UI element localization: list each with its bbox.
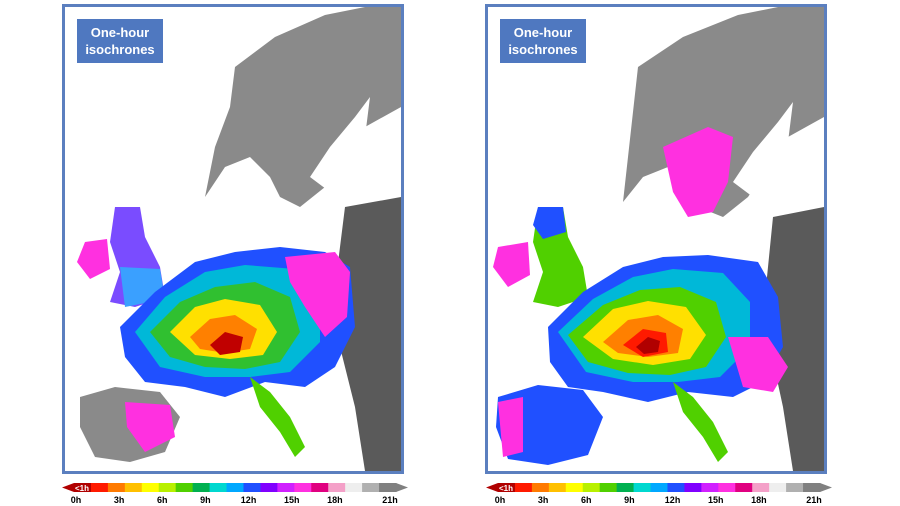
scandinavia-magenta <box>663 127 733 217</box>
legend-swatch <box>735 483 753 492</box>
isochrone-map-left <box>77 7 401 471</box>
legend-swatch <box>226 483 244 492</box>
legend-tick-label: 0h <box>494 495 506 505</box>
legend-swatch <box>328 483 346 492</box>
legend-left-arrow <box>486 483 498 492</box>
legend-swatch <box>345 483 363 492</box>
iberia-west <box>498 397 523 457</box>
legend-tick-label: 21h <box>806 495 822 505</box>
legend-swatch <box>633 483 652 492</box>
map-panel-right: One-hour isochrones <box>485 4 827 474</box>
legend-swatch <box>684 483 702 492</box>
legend-left-arrow <box>62 483 74 492</box>
legend-tick-label: 15h <box>283 495 300 505</box>
legend-swatch <box>311 483 329 492</box>
eastern-magenta <box>285 252 350 337</box>
legend-swatch <box>192 483 211 492</box>
baltic-sea <box>310 97 370 192</box>
legend-tick-label: 6h <box>581 495 592 505</box>
legend-swatch <box>752 483 770 492</box>
legend-swatch <box>379 483 397 492</box>
legend-swatch <box>548 483 567 492</box>
legend-first-label: <1h <box>499 484 514 493</box>
title-line1: One-hour <box>513 25 573 40</box>
legend-swatch <box>175 483 194 492</box>
legend-swatch <box>362 483 380 492</box>
legend-tick-label: 18h <box>751 495 767 505</box>
eastern-region <box>335 197 401 471</box>
legend-tick-label: 0h <box>70 495 82 505</box>
eastern-magenta <box>728 337 788 392</box>
legend-swatch <box>667 483 685 492</box>
legend-swatch <box>90 483 109 492</box>
continent-center <box>210 332 243 355</box>
italy <box>250 377 305 457</box>
legend-tick-label: 12h <box>240 495 257 505</box>
legend-tick-label: 15h <box>707 495 724 505</box>
scandinavia-region <box>205 7 401 207</box>
legend-swatch <box>498 483 516 492</box>
ireland <box>493 242 530 287</box>
legend-swatch <box>769 483 787 492</box>
title-line1: One-hour <box>90 25 150 40</box>
legend-tick-label: 3h <box>537 495 549 505</box>
legend-swatch <box>209 483 228 492</box>
legend-swatch <box>582 483 601 492</box>
iberia-east <box>125 402 175 452</box>
legend-swatch <box>243 483 261 492</box>
legend-swatch <box>141 483 160 492</box>
map-title-right: One-hour isochrones <box>500 19 586 63</box>
legend-bar <box>62 483 408 492</box>
legend-swatch <box>158 483 177 492</box>
legend-swatch <box>531 483 550 492</box>
ireland <box>77 239 110 279</box>
legend-swatch <box>124 483 143 492</box>
map-title-left: One-hour isochrones <box>77 19 163 63</box>
legend-tick-label: 18h <box>327 495 343 505</box>
legend-right-arrow <box>396 483 408 492</box>
legend-swatch <box>277 483 295 492</box>
legend-tick-label: 9h <box>624 495 635 505</box>
color-legend-right: <1h 0h 3h 6h 9h 12h 15h 18h 21h <box>484 481 834 506</box>
legend-swatch <box>599 483 618 492</box>
legend-swatch <box>514 483 533 492</box>
legend-swatch <box>786 483 804 492</box>
legend-tick-label: 6h <box>157 495 168 505</box>
title-line2: isochrones <box>85 42 155 57</box>
britain-north <box>533 207 566 239</box>
title-line2: isochrones <box>508 42 578 57</box>
legend-swatch <box>650 483 668 492</box>
legend-swatch <box>701 483 719 492</box>
legend-bar <box>486 483 832 492</box>
continent-center <box>636 337 660 354</box>
legend-tick-label: 12h <box>664 495 681 505</box>
legend-swatch <box>565 483 584 492</box>
legend-tick-label: 21h <box>382 495 398 505</box>
legend-tick-label: 3h <box>113 495 125 505</box>
legend-swatch <box>260 483 278 492</box>
legend-swatch <box>803 483 821 492</box>
legend-first-label: <1h <box>75 484 90 493</box>
map-panel-left: One-hour isochrones <box>62 4 404 474</box>
italy <box>673 382 728 462</box>
isochrone-map-right <box>493 7 824 471</box>
legend-swatch <box>294 483 312 492</box>
eastern-region <box>766 207 824 471</box>
legend-right-arrow <box>820 483 832 492</box>
legend-tick-label: 9h <box>200 495 211 505</box>
color-legend-left: <1h 0h 3h 6h 9h 12h 15h 18h 21h <box>60 481 410 506</box>
legend-swatch <box>718 483 736 492</box>
baltic-sea <box>733 102 793 197</box>
legend-swatch <box>107 483 126 492</box>
legend-swatch <box>616 483 635 492</box>
legend-swatch <box>74 483 92 492</box>
